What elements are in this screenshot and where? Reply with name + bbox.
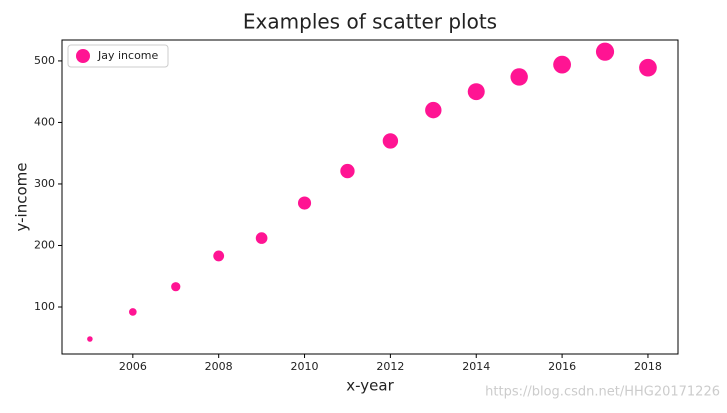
legend-label: Jay income [97, 49, 159, 62]
scatter-point [510, 68, 528, 86]
y-tick-label: 300 [34, 177, 55, 190]
scatter-point [553, 55, 571, 74]
x-tick-label: 2014 [462, 360, 490, 373]
x-tick-label: 2016 [548, 360, 576, 373]
x-tick-label: 2018 [634, 360, 662, 373]
chart-title: Examples of scatter plots [243, 10, 497, 34]
x-tick-label: 2010 [291, 360, 319, 373]
scatter-point [87, 336, 93, 342]
x-tick-label: 2006 [119, 360, 147, 373]
legend-marker [76, 49, 90, 63]
y-tick-label: 200 [34, 238, 55, 251]
legend-box [67, 44, 169, 68]
x-axis-label: x-year [346, 377, 394, 395]
scatter-point [382, 133, 399, 149]
y-tick-label: 400 [34, 115, 55, 128]
plot-frame [61, 39, 679, 355]
scatter-point [639, 58, 657, 77]
scatter-point [467, 83, 485, 101]
scatter-point [213, 250, 225, 262]
x-tick-label: 2012 [376, 360, 404, 373]
scatter-point [128, 308, 137, 316]
x-tick-label: 2008 [205, 360, 233, 373]
scatter-point [171, 282, 181, 292]
scatter-point [255, 232, 268, 244]
scatter-point [425, 101, 442, 119]
scatter-point [340, 163, 355, 179]
scatter-point [297, 196, 312, 210]
y-tick-label: 100 [34, 300, 55, 313]
watermark: https://blog.csdn.net/HHG20171226 [485, 385, 720, 400]
y-tick-label: 500 [34, 54, 55, 67]
scatter-point [595, 42, 615, 61]
y-axis-label: y-income [13, 163, 31, 232]
